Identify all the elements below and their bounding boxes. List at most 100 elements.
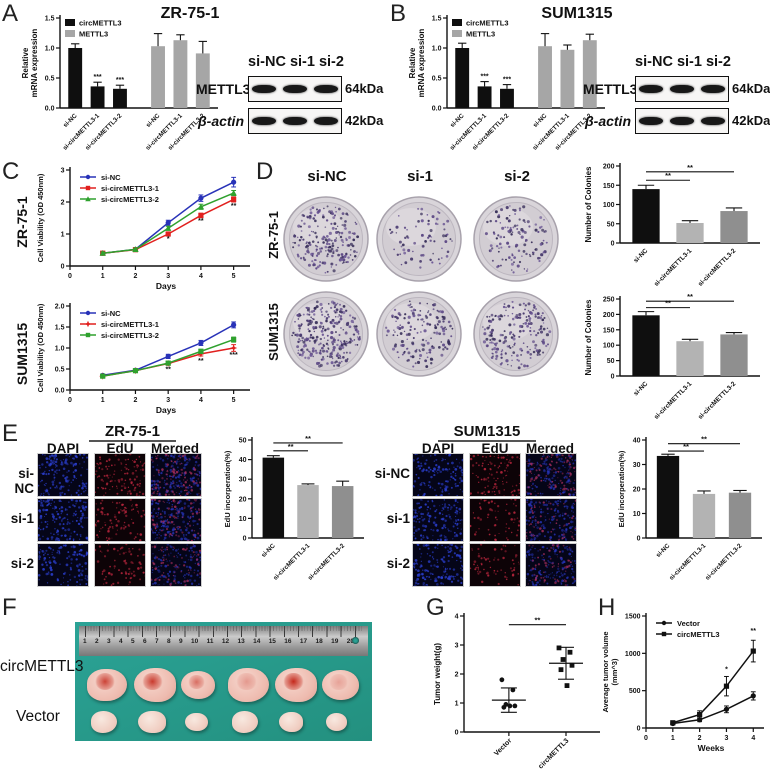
- svg-text:1000: 1000: [625, 651, 641, 658]
- edu-image-ZR-75-1-si-2-DAPI: [37, 543, 89, 587]
- svg-text:si-circMETTL3-1: si-circMETTL3-1: [101, 320, 159, 329]
- G_weight-svg: 0 1 2 3 4 Tumor weight(g) Vector circMETTL3 **: [433, 613, 600, 770]
- svg-text:circMETTL3: circMETTL3: [466, 19, 509, 28]
- edu-row-si1: si-1: [10, 511, 34, 526]
- svg-text:***: ***: [480, 74, 488, 81]
- colony-dish-svg: [376, 291, 462, 377]
- svg-text:4: 4: [751, 735, 755, 742]
- svg-text:Number of Colonies: Number of Colonies: [584, 166, 593, 243]
- edu-image-SUM1315-si-2-DAPI: [412, 543, 464, 588]
- svg-text:0: 0: [637, 726, 641, 733]
- edu-image-SUM1315-si-NC-EdU: [469, 453, 521, 497]
- ruler-number: 18: [315, 638, 323, 645]
- svg-text:1.5: 1.5: [45, 16, 55, 23]
- blot-band: [700, 85, 725, 93]
- svg-text:**: **: [198, 218, 204, 225]
- svg-text:200: 200: [603, 164, 615, 171]
- colony-row-label-sum: SUM1315: [266, 303, 281, 361]
- colony-dish-svg: [283, 291, 369, 377]
- svg-text:si-circMETTL3-1: si-circMETTL3-1: [272, 542, 312, 582]
- blot-band: [700, 117, 725, 125]
- ruler-numbers: 1 2 3 4 5 6 7 8 9 10 11 12 13 14 15 16 17 18 19 20: [83, 638, 354, 645]
- svg-text:si-circMETTL3-1: si-circMETTL3-1: [653, 247, 694, 288]
- tumor-red-spot: [95, 673, 115, 691]
- svg-text:0: 0: [455, 730, 459, 737]
- blot-size-label: 64kDa: [732, 81, 770, 96]
- colony-dish-svg: [283, 196, 369, 282]
- edu-image-SUM1315-si-NC-DAPI: [412, 453, 465, 498]
- svg-text:***: ***: [230, 352, 238, 359]
- svg-text:1: 1: [61, 232, 65, 239]
- panel-a-title: ZR-75-1: [160, 5, 220, 22]
- svg-text:20: 20: [239, 496, 247, 503]
- svg-text:2: 2: [134, 273, 138, 280]
- colony-dish-svg: [473, 196, 559, 282]
- panel-label-e: E: [2, 420, 19, 447]
- svg-text:si-circMETTL3-2: si-circMETTL3-2: [704, 542, 744, 582]
- svg-text:mRNA expression: mRNA expression: [417, 29, 426, 98]
- colony-dish-svg: [473, 291, 559, 377]
- svg-text:4: 4: [199, 273, 203, 280]
- svg-text:0: 0: [68, 397, 72, 404]
- svg-text:1: 1: [101, 397, 105, 404]
- ruler-number: 1: [83, 638, 87, 645]
- edu-title-sum: SUM1315: [413, 423, 561, 442]
- blot-band: [252, 117, 277, 125]
- svg-text:(mm^3): (mm^3): [610, 658, 619, 685]
- svg-text:40: 40: [239, 457, 247, 464]
- svg-text:5: 5: [232, 397, 236, 404]
- blot-protein-label: β-actin: [197, 113, 244, 129]
- svg-text:Cell Viability (OD 450nm): Cell Viability (OD 450nm): [36, 173, 45, 262]
- svg-text:0: 0: [637, 536, 641, 543]
- svg-text:si-NC: si-NC: [449, 112, 466, 129]
- ruler-number: 14: [253, 638, 261, 645]
- svg-text:3: 3: [725, 735, 729, 742]
- svg-text:0.5: 0.5: [432, 76, 442, 83]
- tumor-photo: 1 2 3 4 5 6 7 8 9 10 11 12 13 14 15 16 17 18 19 20: [75, 622, 372, 741]
- chart-g-tumor-weight: 0 1 2 3 4 Tumor weight(g) Vector circMETTL3 **: [430, 600, 606, 779]
- blot-band: [313, 85, 338, 93]
- svg-text:1.0: 1.0: [45, 46, 55, 53]
- svg-text:**: **: [165, 367, 171, 374]
- blot-band: [639, 117, 664, 125]
- svg-text:40: 40: [633, 438, 641, 445]
- blot-band: [639, 85, 664, 93]
- svg-text:si-NC: si-NC: [101, 309, 121, 318]
- svg-text:si-circMETTL3-1: si-circMETTL3-1: [101, 184, 159, 193]
- blot-lane-labels: si-NC si-1 si-2: [248, 54, 344, 70]
- colony-dish-sum-si1: [376, 291, 462, 382]
- ruler-number: 5: [131, 638, 135, 645]
- colony-dish-sum-si2: [473, 291, 559, 382]
- svg-text:**: **: [535, 616, 541, 625]
- edu-row-si1-2: si-1: [386, 511, 410, 526]
- blot-band-box: [635, 76, 729, 102]
- svg-text:0.0: 0.0: [45, 106, 55, 113]
- edu-header-edu-2: EdU: [481, 441, 509, 456]
- svg-text:1.5: 1.5: [55, 325, 65, 332]
- edu-header-dapi: DAPI: [46, 441, 80, 456]
- svg-text:METTL3: METTL3: [79, 30, 108, 39]
- svg-text:250: 250: [603, 297, 615, 304]
- panel-a-blot: si-NC si-1 si-2 METTL3 64kDa β-actin 42k…: [196, 54, 383, 150]
- svg-text:**: **: [305, 434, 311, 443]
- chart-b-mrna: 0.0 0.5 1.0 1.5 Relative mRNA expression si-NC…: [405, 6, 610, 163]
- svg-text:1: 1: [455, 701, 459, 708]
- chart-e-sum-edu: 0 10 20 30 40 EdU incorperation(%) si-NC si-cir…: [616, 426, 768, 603]
- ruler-number: 6: [143, 638, 147, 645]
- tumor-circMETTL3: [181, 671, 215, 699]
- chart-d-zr-colonies: 0 50 100 150 200 Number of Colonies si-NC si-ci…: [580, 158, 770, 296]
- edu-image-SUM1315-si-NC-Merged: [525, 453, 577, 497]
- svg-text:si-circMETTL3-2: si-circMETTL3-2: [697, 380, 738, 421]
- svg-text:si-NC: si-NC: [101, 173, 121, 182]
- edu-image-ZR-75-1-si-2-EdU: [93, 543, 146, 587]
- svg-text:150: 150: [603, 327, 615, 334]
- svg-text:**: **: [665, 171, 671, 180]
- ruler-number: 7: [155, 638, 159, 645]
- svg-text:Weeks: Weeks: [698, 743, 725, 753]
- svg-text:Vector: Vector: [493, 737, 513, 757]
- panel-label-c: C: [2, 158, 20, 185]
- panel-label-f: F: [2, 594, 17, 621]
- colony-header-si2: si-2: [504, 168, 530, 185]
- svg-text:Number of Colonies: Number of Colonies: [584, 299, 593, 376]
